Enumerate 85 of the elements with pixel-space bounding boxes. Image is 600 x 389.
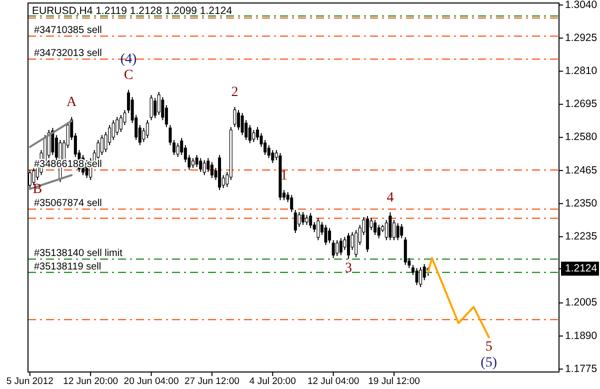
annotation: 3	[344, 261, 352, 276]
ref-line-label: #35067874 sell	[34, 198, 102, 210]
candlestick	[100, 134, 104, 156]
candlestick	[384, 220, 388, 241]
candlestick	[154, 97, 157, 119]
candlestick	[51, 127, 54, 156]
y-tick-label: 1.1775	[565, 362, 598, 375]
candlestick	[309, 212, 312, 229]
candlestick	[112, 120, 115, 141]
annotation: (5)	[480, 355, 498, 370]
candlestick	[336, 240, 339, 257]
y-tick-label: 1.3040	[565, 0, 598, 11]
candlestick	[233, 106, 236, 128]
annotation: 4	[386, 190, 394, 206]
y-tick-label: 1.2810	[565, 64, 598, 77]
line-series	[427, 257, 490, 338]
candlestick	[415, 268, 418, 286]
candlestick	[206, 158, 210, 172]
candlestick	[116, 116, 119, 136]
annotation: B	[32, 182, 42, 198]
ref-line-label: #34732013 sell	[34, 48, 102, 60]
candlestick	[146, 120, 149, 138]
candlestick	[252, 129, 256, 143]
y-tick-label: 1.2350	[565, 197, 598, 210]
y-tick-label: 1.2465	[565, 164, 598, 176]
candlestick	[354, 230, 358, 258]
candlestick	[199, 158, 202, 172]
candlestick	[290, 194, 294, 212]
candlestick	[248, 124, 252, 144]
candlestick	[419, 266, 422, 288]
candlestick	[396, 222, 400, 241]
x-tick-label: 27 Jun 12:00	[184, 376, 240, 387]
annotation: 2	[231, 85, 238, 100]
candlestick	[316, 218, 320, 241]
x-tick-label: 12 Jul 04:00	[307, 376, 360, 387]
candlestick	[374, 220, 377, 236]
annotation: A	[66, 95, 78, 110]
candlestick	[150, 94, 153, 121]
candlestick	[202, 160, 206, 176]
candlestick	[377, 224, 380, 239]
chart-title: EURUSD,H4 1.2119 1.2128 1.2099 1.2124	[32, 5, 232, 17]
x-tick-label: 4 Jul 20:00	[249, 376, 296, 387]
candlestick	[210, 162, 214, 178]
x-tick-label: 12 Jun 20:00	[63, 376, 118, 387]
candlestick	[195, 154, 198, 168]
x-tick-label: 5 Jun 2012	[6, 376, 54, 387]
candlestick	[119, 114, 122, 132]
candlestick	[400, 224, 404, 239]
candlestick	[267, 144, 270, 159]
y-tick-label: 1.1890	[565, 330, 598, 342]
candlestick	[328, 228, 332, 244]
candlestick	[256, 126, 259, 141]
candlestick	[346, 232, 350, 260]
ref-line-label: #35138119 sell	[34, 261, 102, 272]
candlestick	[298, 211, 301, 228]
x-tick-label: 19 Jul 12:00	[368, 376, 420, 387]
annotation: 5	[485, 339, 492, 354]
candlestick	[237, 110, 240, 130]
annotation: (4)	[120, 52, 138, 68]
candlestick	[404, 236, 407, 266]
candlestick	[339, 238, 342, 256]
candlestick	[96, 140, 100, 161]
candlestick	[388, 212, 392, 241]
candlestick	[180, 137, 184, 156]
y-tick-label: 1.2005	[565, 296, 598, 309]
annotation: 1	[280, 168, 288, 184]
candlestick	[240, 112, 244, 136]
ref-line-label: #35138140 sell limit	[34, 248, 123, 260]
candlestick	[47, 129, 50, 159]
y-tick-label: 1.2925	[565, 32, 598, 44]
x-tick-label: 20 Jun 04:00	[124, 376, 179, 387]
y-tick-label: 1.2695	[565, 98, 598, 110]
y-tick-label: 1.2235	[565, 230, 598, 242]
candlestick	[324, 224, 328, 246]
annotation: C	[124, 68, 134, 84]
candlestick	[294, 209, 297, 234]
candlestick	[332, 240, 335, 259]
candlestick	[392, 220, 396, 241]
candlestick	[301, 211, 304, 226]
candlestick	[305, 214, 308, 226]
ref-line-label: #34710385 sell	[34, 25, 102, 36]
candlestick	[422, 264, 426, 281]
y-tick-label: 1.2580	[565, 131, 598, 144]
y-tick-label: 1.2124	[565, 262, 598, 274]
candlestick	[191, 158, 194, 168]
